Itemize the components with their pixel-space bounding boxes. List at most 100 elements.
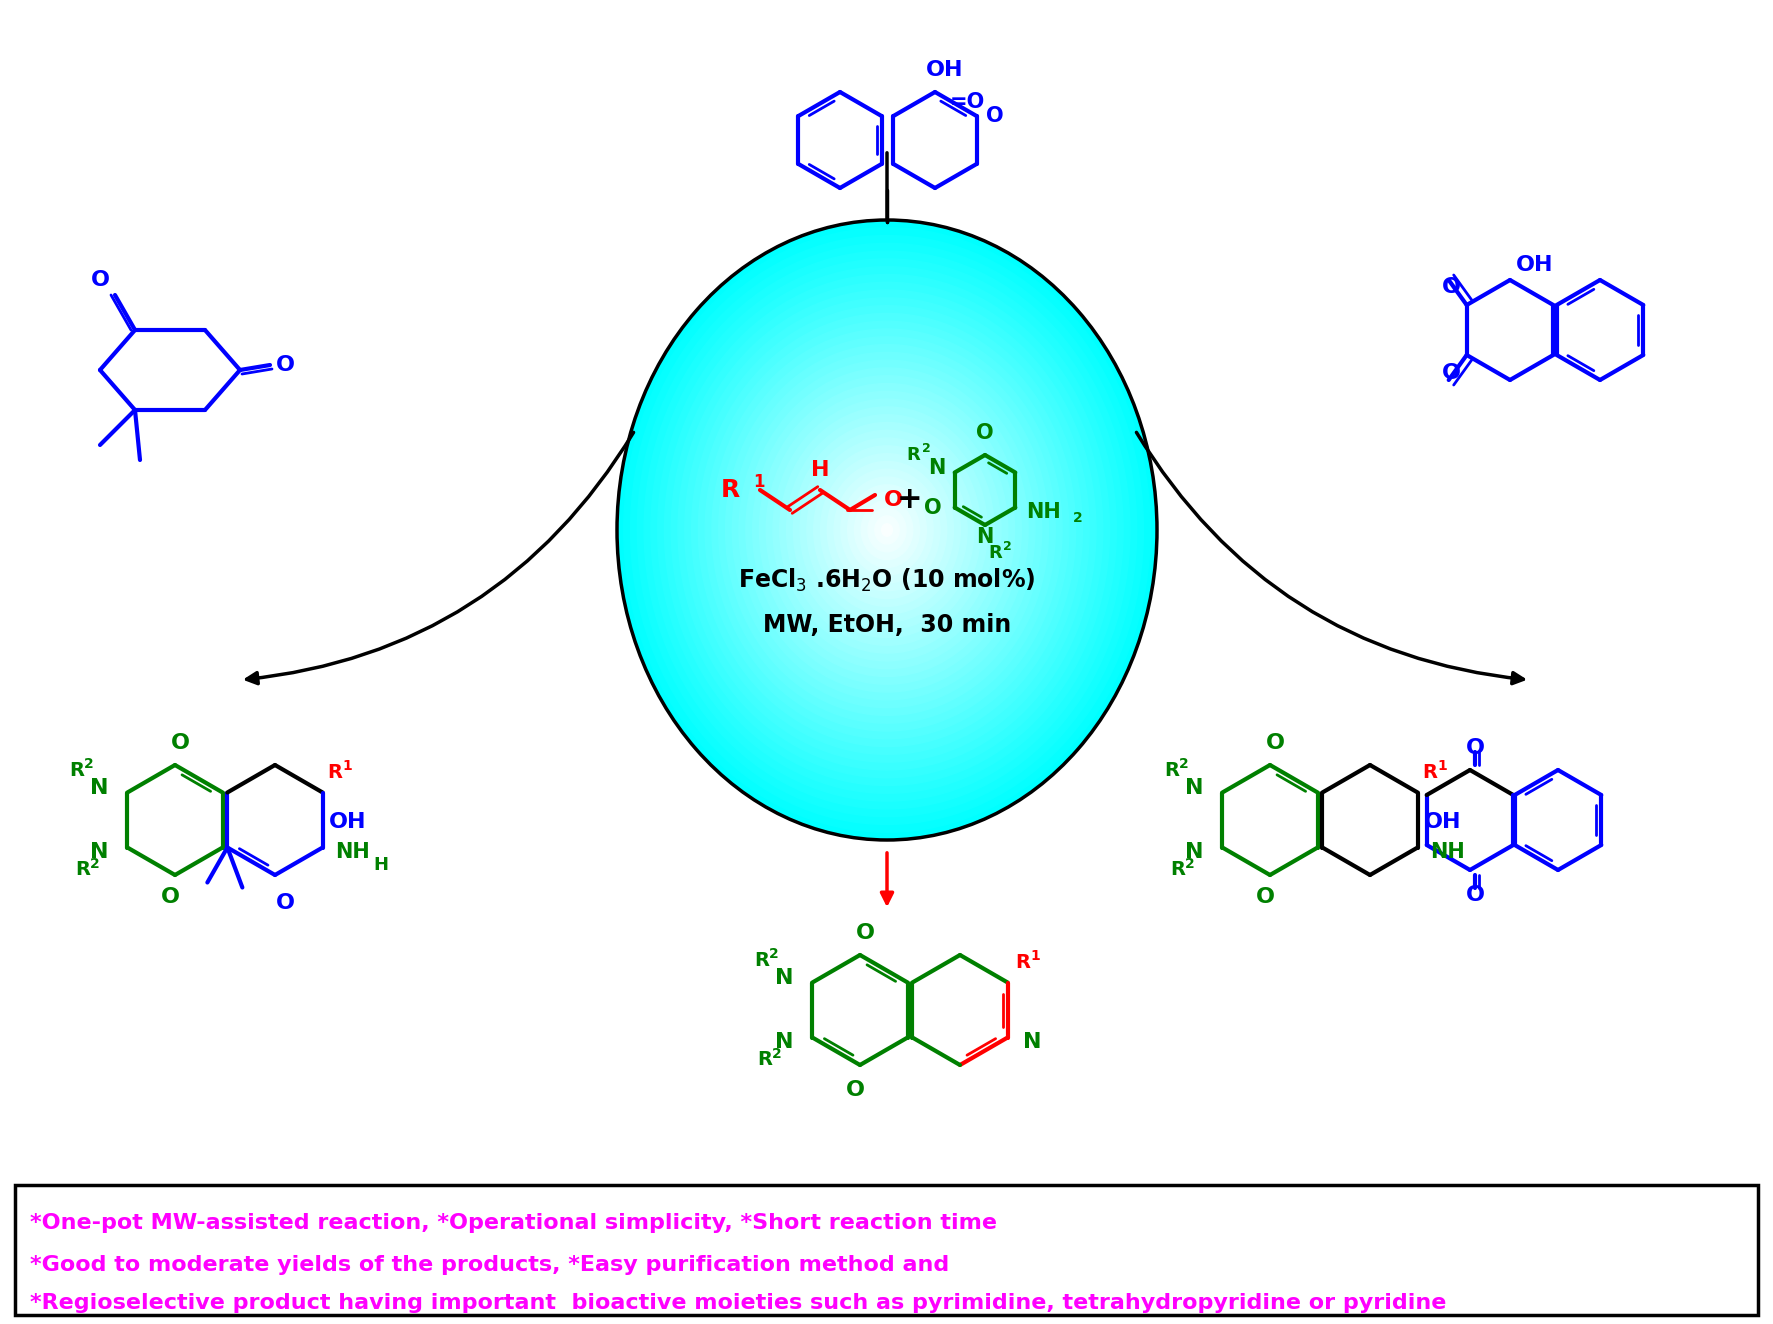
Ellipse shape [637,244,1136,817]
Text: 2: 2 [1073,511,1083,524]
Ellipse shape [746,368,1028,692]
Text: +: + [897,486,922,515]
Ellipse shape [631,236,1144,825]
Text: =O: =O [950,91,986,113]
Text: O: O [883,490,902,510]
Text: 1: 1 [1030,949,1041,964]
Ellipse shape [672,282,1103,777]
Ellipse shape [881,524,892,536]
Text: O: O [170,733,190,753]
Text: R: R [1422,763,1438,782]
Ellipse shape [658,266,1117,793]
Text: 2: 2 [85,757,94,772]
Text: O: O [986,106,1004,126]
Text: R: R [1016,953,1030,972]
Ellipse shape [718,336,1055,723]
Text: O: O [977,422,995,444]
Ellipse shape [651,260,1122,801]
Text: R: R [720,478,739,502]
Text: N: N [90,842,108,862]
Text: *One-pot MW-assisted reaction, *Operational simplicity, *Short reaction time: *One-pot MW-assisted reaction, *Operatio… [30,1213,996,1233]
Text: OH: OH [1516,256,1553,275]
Ellipse shape [759,384,1014,677]
Text: *Regioselective product having important  bioactive moieties such as pyrimidine,: *Regioselective product having important… [30,1294,1447,1313]
Text: 2: 2 [773,1046,782,1061]
Text: R: R [754,951,769,970]
Text: N: N [90,777,108,797]
Text: O: O [1441,277,1461,297]
Text: NH: NH [335,842,371,862]
Ellipse shape [874,516,899,544]
Text: O: O [90,270,110,290]
Ellipse shape [855,493,920,568]
Text: R: R [988,544,1002,561]
Text: N: N [1184,777,1204,797]
Text: O: O [856,923,874,943]
Ellipse shape [754,376,1021,685]
Ellipse shape [862,500,913,560]
Ellipse shape [814,446,961,614]
Text: 2: 2 [90,857,99,870]
Ellipse shape [713,330,1062,731]
Text: O: O [1466,884,1484,906]
Ellipse shape [624,228,1151,833]
Text: 2: 2 [1004,540,1012,553]
Ellipse shape [773,399,1002,661]
Text: 2: 2 [1179,757,1190,772]
Text: N: N [927,458,945,478]
Text: OH: OH [926,60,965,79]
Ellipse shape [617,220,1158,839]
Ellipse shape [807,438,966,622]
Text: 1: 1 [342,760,353,773]
Ellipse shape [847,485,926,575]
Text: O: O [924,498,941,518]
Ellipse shape [732,352,1043,707]
Text: N: N [1023,1033,1043,1053]
Text: 2: 2 [769,948,778,961]
Text: 1: 1 [754,473,764,491]
Text: O: O [275,892,294,914]
Text: N: N [775,968,794,988]
Ellipse shape [833,469,940,591]
Text: R: R [906,445,920,463]
Ellipse shape [840,477,933,583]
Text: R: R [69,761,85,780]
Text: O: O [846,1080,865,1100]
Text: OH: OH [328,813,367,833]
Text: O: O [1255,887,1275,907]
Text: *Good to moderate yields of the products, *Easy purification method and: *Good to moderate yields of the products… [30,1255,949,1275]
Text: H: H [372,857,388,874]
Text: NH: NH [1431,842,1464,862]
Text: 2: 2 [1186,857,1195,870]
Text: O: O [1466,737,1484,759]
Text: O: O [275,355,294,375]
Ellipse shape [787,414,988,645]
Text: R: R [1170,861,1186,879]
Text: N: N [977,527,993,547]
Text: N: N [1184,842,1204,862]
Ellipse shape [691,306,1082,755]
Ellipse shape [780,406,995,653]
Text: O: O [161,887,179,907]
Ellipse shape [793,422,980,637]
Ellipse shape [821,454,954,606]
Text: FeCl$_3$ .6H$_2$O (10 mol%): FeCl$_3$ .6H$_2$O (10 mol%) [738,567,1035,593]
Text: N: N [775,1033,794,1053]
Ellipse shape [725,344,1048,715]
Text: 1: 1 [1438,760,1447,773]
Ellipse shape [828,462,947,598]
Text: NH: NH [1027,503,1060,523]
Text: OH: OH [1424,813,1461,833]
Text: R: R [1165,761,1179,780]
Ellipse shape [699,314,1076,747]
FancyBboxPatch shape [14,1185,1759,1315]
Ellipse shape [684,298,1089,763]
Ellipse shape [706,322,1069,739]
Text: MW, EtOH,  30 min: MW, EtOH, 30 min [762,613,1011,637]
Text: R: R [757,1050,773,1068]
Ellipse shape [677,290,1096,769]
Ellipse shape [665,274,1110,785]
Text: H: H [810,459,830,481]
Ellipse shape [869,508,906,552]
Text: R: R [328,763,342,782]
